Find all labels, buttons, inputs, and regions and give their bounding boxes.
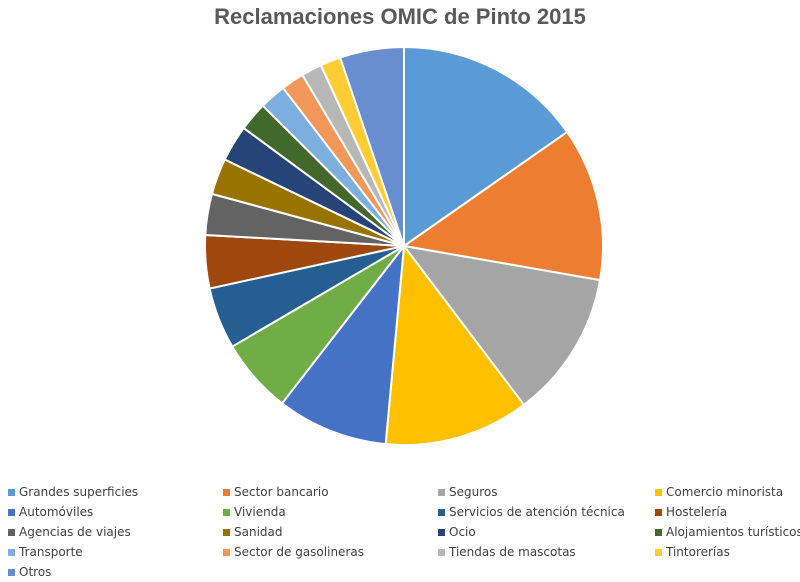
legend-item: Grandes superficies xyxy=(8,482,223,502)
pie-slice-2 xyxy=(403,131,604,282)
legend-label: Servicios de atención técnica xyxy=(449,505,625,519)
legend-item: Automóviles xyxy=(8,502,223,522)
pie-chart xyxy=(204,46,604,446)
pie-slice-1 xyxy=(403,46,569,247)
chart-title: Reclamaciones OMIC de Pinto 2015 xyxy=(214,4,586,29)
legend-label: Comercio minorista xyxy=(666,485,784,499)
legend-item: Tintorerías xyxy=(655,542,800,562)
legend-label: Transporte xyxy=(19,545,83,559)
legend-label: Alojamientos turísticos xyxy=(666,525,800,539)
legend-item: Agencias de viajes xyxy=(8,522,223,542)
pie-slice-5 xyxy=(281,245,405,446)
legend-swatch xyxy=(8,488,15,496)
legend-label: Tintorerías xyxy=(666,545,730,559)
legend-swatch xyxy=(223,508,230,516)
legend: Grandes superficies Sector bancario Seguro… xyxy=(8,482,800,582)
legend-swatch xyxy=(655,488,662,496)
legend-swatch xyxy=(655,508,662,516)
legend-item: Sector de gasolineras xyxy=(223,542,438,562)
pie-slice-17 xyxy=(339,46,405,247)
legend-item: Vivienda xyxy=(223,502,438,522)
legend-swatch xyxy=(8,548,15,556)
legend-label: Sanidad xyxy=(234,525,283,539)
legend-item: Seguros xyxy=(438,482,655,502)
legend-swatch xyxy=(8,508,15,516)
legend-label: Seguros xyxy=(449,485,498,499)
legend-label: Vivienda xyxy=(234,505,286,519)
legend-item: Comercio minorista xyxy=(655,482,800,502)
legend-label: Sector bancario xyxy=(234,485,329,499)
legend-swatch xyxy=(223,548,230,556)
pie-slice-4 xyxy=(384,245,525,446)
legend-item: Ocio xyxy=(438,522,655,542)
legend-swatch xyxy=(438,488,445,496)
legend-item: Alojamientos turísticos xyxy=(655,522,800,542)
legend-swatch xyxy=(8,528,15,536)
legend-item: Hostelería xyxy=(655,502,800,522)
legend-label: Ocio xyxy=(449,525,476,539)
legend-item: Servicios de atención técnica xyxy=(438,502,655,522)
legend-item: Tiendas de mascotas xyxy=(438,542,655,562)
legend-swatch xyxy=(223,528,230,536)
legend-item: Sector bancario xyxy=(223,482,438,502)
legend-swatch xyxy=(655,548,662,556)
legend-swatch xyxy=(8,568,15,576)
legend-label: Agencias de viajes xyxy=(19,525,131,539)
legend-item: Transporte xyxy=(8,542,223,562)
legend-swatch xyxy=(223,488,230,496)
legend-item: Otros xyxy=(8,562,223,582)
legend-swatch xyxy=(438,528,445,536)
legend-label: Grandes superficies xyxy=(19,485,139,499)
pie-slice-3 xyxy=(403,245,602,406)
legend-swatch xyxy=(438,508,445,516)
legend-item: Sanidad xyxy=(223,522,438,542)
legend-label: Hostelería xyxy=(666,505,728,519)
legend-swatch xyxy=(655,528,662,536)
legend-label: Tiendas de mascotas xyxy=(449,545,576,559)
legend-label: Sector de gasolineras xyxy=(234,545,364,559)
legend-label: Automóviles xyxy=(19,505,94,519)
legend-label: Otros xyxy=(19,565,52,579)
legend-swatch xyxy=(438,548,445,556)
